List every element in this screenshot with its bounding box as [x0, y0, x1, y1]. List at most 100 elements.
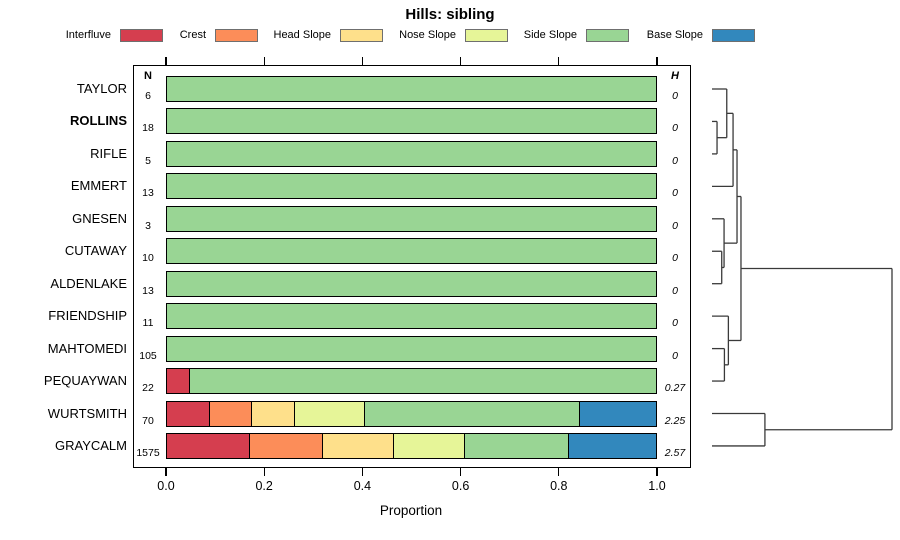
h-value: 0: [672, 284, 678, 297]
legend-item: Base Slope: [647, 27, 755, 43]
row-label: CUTAWAY: [64, 243, 127, 259]
axis-tick-bottom: [361, 468, 363, 476]
axis-tick-top: [460, 57, 462, 65]
bar-segment-crest: [209, 401, 253, 426]
n-value: 11: [142, 317, 154, 330]
h-value: 0: [672, 219, 678, 232]
stacked-bar: [166, 76, 657, 102]
n-value: 13: [142, 284, 154, 297]
row-label: PEQUAYWAN: [43, 373, 127, 389]
axis-tick-label: 0.2: [255, 479, 273, 493]
row-label: TAYLOR: [76, 81, 127, 96]
stacked-bar: [166, 303, 657, 330]
n-value: 1575: [136, 446, 160, 459]
bar-segment-nose-slope: [294, 401, 365, 426]
n-value: 18: [142, 122, 154, 135]
stacked-bar: [166, 238, 657, 265]
legend-item-label: Base Slope: [646, 29, 703, 41]
bar-segment-side-slope: [167, 206, 656, 231]
row-label: GRAYCALM: [55, 437, 127, 453]
bar-segment-side-slope: [167, 77, 656, 101]
n-value: 70: [142, 414, 154, 427]
h-value: 0: [672, 154, 678, 167]
bar-segment-interfluve: [167, 433, 250, 458]
legend-item: Crest: [180, 27, 258, 43]
x-axis-title: Proportion: [379, 503, 443, 518]
bar-segment-head-slope: [252, 401, 295, 426]
n-column-header: N: [144, 70, 152, 82]
n-value: 10: [142, 252, 154, 265]
n-value: 5: [145, 154, 151, 167]
axis-tick-top: [361, 57, 363, 65]
n-value: 3: [145, 219, 151, 232]
axis-tick-label: 1.0: [648, 479, 666, 493]
bar-segment-side-slope: [465, 433, 569, 458]
bar-segment-side-slope: [167, 336, 656, 361]
legend-swatch-nose-slope: [465, 28, 508, 42]
h-value: 0: [672, 252, 678, 265]
legend-item: Nose Slope: [399, 27, 508, 43]
axis-tick-top: [165, 57, 167, 65]
axis-tick-label: 0.0: [157, 479, 175, 493]
axis-tick-bottom: [165, 468, 167, 476]
plot-area-border: [132, 65, 691, 468]
row-label: RIFLE: [90, 145, 127, 161]
bar-segment-side-slope: [364, 401, 581, 426]
legend-item: Side Slope: [524, 27, 629, 43]
stacked-bar: [166, 368, 657, 395]
h-value: 0: [672, 187, 678, 200]
bar-segment-nose-slope: [393, 433, 466, 458]
h-value: 0: [672, 122, 678, 135]
h-value: 0: [672, 349, 678, 362]
legend-swatch-crest: [215, 28, 258, 42]
legend-item-label: Head Slope: [273, 29, 332, 41]
bar-segment-side-slope: [167, 239, 656, 264]
legend-swatch-base-slope: [712, 28, 755, 42]
bar-segment-side-slope: [167, 174, 656, 199]
legend-item-label: Nose Slope: [399, 29, 456, 41]
bar-segment-side-slope: [167, 109, 656, 134]
h-value: 0: [672, 90, 678, 102]
axis-tick-top: [263, 57, 265, 65]
h-value: 2.57: [664, 446, 686, 459]
legend-item-label: Interfluve: [65, 29, 111, 41]
legend-swatch-head-slope: [340, 28, 383, 42]
axis-tick-bottom: [558, 468, 560, 476]
stacked-bar: [166, 400, 657, 427]
axis-tick-top: [656, 57, 658, 65]
n-value: 22: [142, 382, 154, 395]
legend-swatch-interfluve: [120, 28, 163, 42]
row-label: FRIENDSHIP: [48, 308, 127, 324]
n-value: 105: [139, 349, 157, 362]
n-value: 6: [145, 90, 151, 102]
row-label: MAHTOMEDI: [47, 340, 127, 356]
axis-tick-label: 0.4: [353, 479, 372, 493]
legend-item: Head Slope: [273, 27, 383, 43]
bar-segment-side-slope: [167, 271, 656, 296]
stacked-bar: [166, 335, 657, 362]
h-value: 0: [672, 317, 678, 330]
stacked-bar: [166, 432, 657, 459]
chart-title: Hills: sibling: [405, 6, 495, 23]
row-label: ROLLINS: [69, 113, 127, 129]
stacked-bar: [166, 205, 657, 232]
axis-tick-top: [558, 57, 560, 65]
bar-segment-crest: [249, 433, 323, 458]
bar-segment-side-slope: [167, 141, 656, 166]
h-column-header: H: [671, 70, 679, 82]
bar-segment-interfluve: [167, 401, 210, 426]
row-label: GNESEN: [72, 210, 127, 226]
legend-item: Interfluve: [66, 27, 163, 43]
legend-swatch-side-slope: [586, 28, 629, 42]
stacked-bar: [166, 173, 657, 200]
axis-tick-bottom: [460, 468, 462, 476]
row-label: EMMERT: [70, 178, 127, 194]
bar-segment-head-slope: [322, 433, 394, 458]
stacked-bar: [166, 270, 657, 297]
axis-tick-label: 0.6: [451, 479, 470, 493]
legend-item-label: Crest: [179, 29, 206, 41]
bar-segment-side-slope: [167, 304, 656, 329]
axis-tick-label: 0.8: [550, 479, 568, 493]
row-label: ALDENLAKE: [50, 275, 127, 291]
